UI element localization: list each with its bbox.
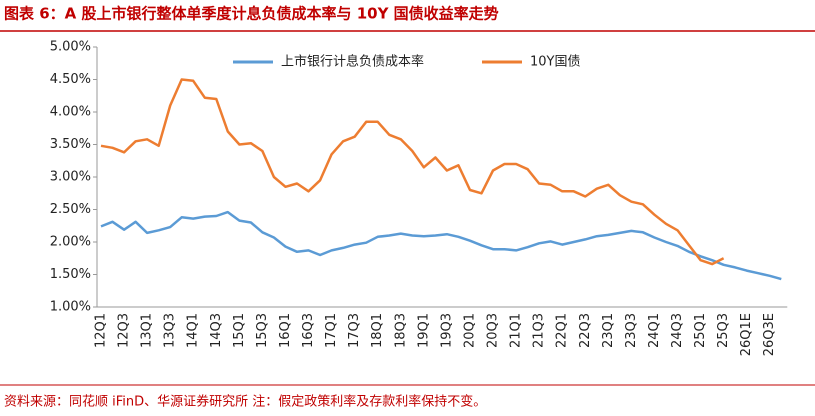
y-tick-label: 5.00%	[50, 40, 91, 55]
x-tick-label: 24Q1	[647, 313, 662, 348]
x-tick-label: 16Q1	[278, 313, 293, 348]
series-line	[100, 210, 782, 281]
y-tick-label: 4.50%	[50, 72, 91, 87]
x-tick-label: 14Q3	[209, 313, 224, 348]
x-tick-label: 14Q1	[186, 313, 201, 348]
y-tick-label: 1.00%	[50, 300, 91, 315]
x-tick-label: 12Q3	[117, 313, 132, 348]
x-tick-label: 12Q1	[94, 313, 109, 348]
y-tick-label: 4.00%	[50, 105, 91, 120]
legend-label: 10Y国债	[530, 55, 580, 70]
x-tick-label: 13Q3	[163, 313, 178, 348]
x-tick-label: 17Q1	[324, 313, 339, 348]
legend-label: 上市银行计息负债成本率	[281, 54, 424, 70]
x-tick-label: 20Q1	[462, 313, 477, 348]
y-tick-label: 2.50%	[50, 202, 91, 217]
x-tick-label: 16Q3	[301, 313, 316, 348]
source-note: 资料来源：同花顺 iFinD、华源证券研究所 注：假定政策利率及存款利率保持不变…	[4, 394, 486, 410]
x-tick-label: 22Q3	[578, 313, 593, 348]
x-tick-label: 18Q1	[370, 313, 385, 348]
x-tick-label: 19Q3	[439, 313, 454, 348]
y-tick-label: 3.00%	[50, 170, 91, 185]
x-tick-label: 25Q3	[716, 313, 731, 348]
y-tick-label: 3.50%	[50, 137, 91, 152]
x-tick-label: 21Q3	[532, 313, 547, 348]
series-line	[100, 78, 725, 266]
x-tick-label: 18Q3	[393, 313, 408, 348]
x-tick-label: 25Q1	[693, 313, 708, 348]
y-tick-label: 2.00%	[50, 235, 91, 250]
x-tick-label: 23Q1	[601, 313, 616, 348]
x-tick-label: 26Q1E	[739, 313, 754, 356]
chart-title: 图表 6：A 股上市银行整体单季度计息负债成本率与 10Y 国债收益率走势	[4, 5, 499, 23]
y-tick-label: 1.50%	[50, 267, 91, 282]
x-tick-label: 24Q3	[670, 313, 685, 348]
x-tick-label: 22Q1	[555, 313, 570, 348]
x-tick-label: 21Q1	[509, 313, 524, 348]
x-tick-label: 13Q1	[140, 313, 155, 348]
x-tick-label: 20Q3	[486, 313, 501, 348]
x-tick-label: 15Q1	[232, 313, 247, 348]
x-tick-label: 19Q1	[416, 313, 431, 348]
x-tick-label: 23Q3	[624, 313, 639, 348]
x-tick-label: 15Q3	[255, 313, 270, 348]
x-tick-label: 26Q3E	[762, 313, 777, 356]
x-tick-label: 17Q3	[347, 313, 362, 348]
